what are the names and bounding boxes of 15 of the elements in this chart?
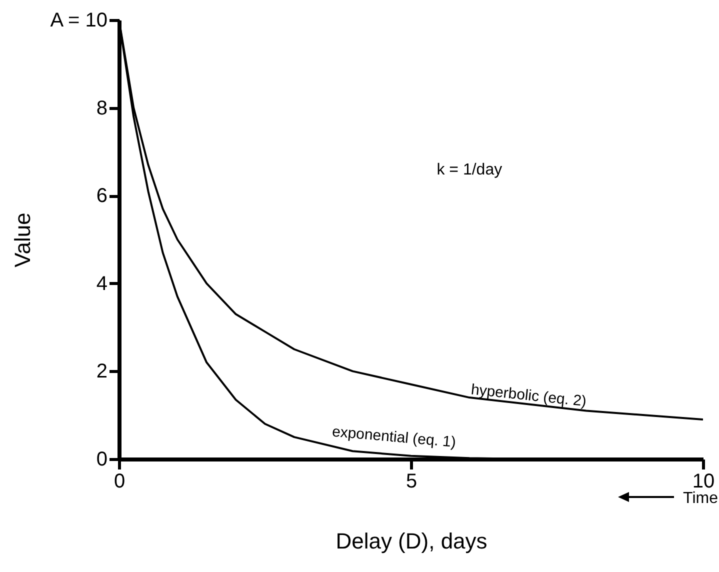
y-tick-label: 2 xyxy=(96,360,108,383)
y-tick-label: A = 10 xyxy=(50,10,108,32)
x-axis-title: Delay (D), days xyxy=(336,528,488,554)
y-tick-label: 6 xyxy=(96,185,108,208)
y-tick-label: 8 xyxy=(96,97,108,120)
y-axis-title: Value xyxy=(10,212,36,268)
x-tick-label: 0 xyxy=(114,470,126,492)
text: hyperbolic (eq. 2) xyxy=(470,381,588,410)
series-label: exponential (eq. 1) xyxy=(331,423,457,452)
y-tick-label: 4 xyxy=(96,272,108,295)
y-tick-label: 0 xyxy=(96,448,108,470)
x-tick-label: 10 xyxy=(692,470,715,492)
x-tick-label: 5 xyxy=(406,470,418,492)
annotation: k = 1/day xyxy=(436,161,502,178)
annotation: Time xyxy=(683,490,718,507)
